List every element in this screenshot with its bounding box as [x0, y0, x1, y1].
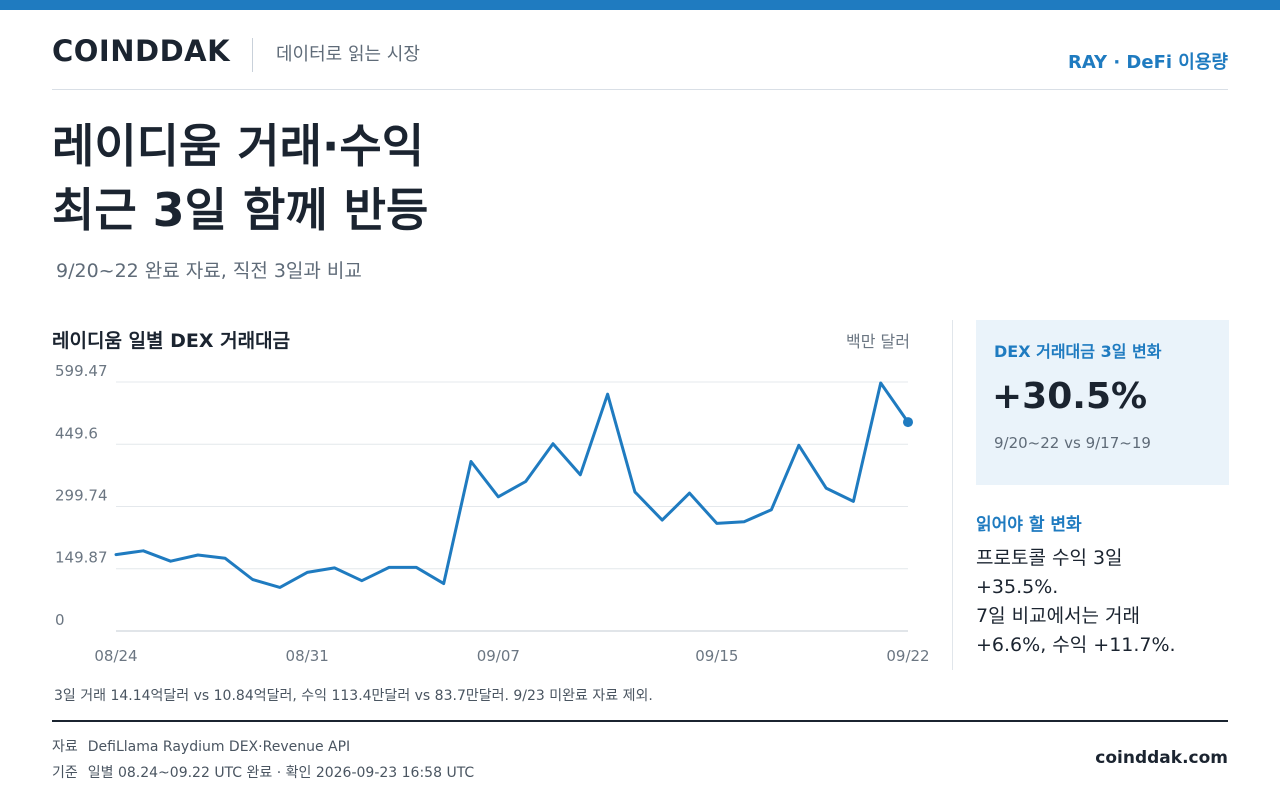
change-text: 프로토콜 수익 3일 +35.5%. 7일 비교에서는 거래 +6.6%, 수익… — [976, 544, 1176, 660]
x-tick-label: 08/24 — [94, 647, 137, 665]
kpi-value: +30.5% — [992, 376, 1148, 417]
change-line: +35.5%. — [976, 576, 1059, 598]
header-rule — [52, 89, 1228, 90]
subhead: 9/20~22 완료 자료, 직전 3일과 비교 — [56, 260, 362, 282]
x-tick-label: 09/15 — [695, 647, 738, 665]
y-tick-label: 299.74 — [55, 486, 108, 504]
kpi-card: DEX 거래대금 3일 변화 +30.5% 9/20~22 vs 9/17~19 — [976, 320, 1229, 485]
x-tick-label: 09/22 — [886, 647, 929, 665]
chart-footnote: 3일 거래 14.14억달러 vs 10.84억달러, 수익 113.4만달러 … — [54, 688, 653, 704]
site-link[interactable]: coinddak.com — [1095, 748, 1228, 768]
source-line: 자료 DefiLlama Raydium DEX·Revenue API — [52, 736, 350, 756]
source-value: DefiLlama Raydium DEX·Revenue API — [87, 739, 351, 755]
volume-line-chart: 599.47 449.6 299.74 149.87 0 08/24 08/31 09/07 0… — [55, 362, 930, 665]
brand-logo[interactable]: COINDDAK — [52, 34, 231, 68]
basis-line: 기준 일별 08.24~09.22 UTC 완료 · 확인 2026-09-23 … — [52, 762, 474, 782]
series-line — [114, 381, 910, 589]
y-tick-label: 599.47 — [55, 362, 108, 380]
change-line: 프로토콜 수익 3일 — [976, 547, 1123, 569]
x-tick-label: 08/31 — [286, 647, 329, 665]
x-tick-label: 09/07 — [477, 647, 520, 665]
kpi-period: 9/20~22 vs 9/17~19 — [994, 434, 1151, 452]
kpi-label: DEX 거래대금 3일 변화 — [994, 342, 1162, 361]
top-accent-bar — [0, 0, 1280, 10]
y-tick-label: 149.87 — [55, 549, 108, 567]
panel-divider — [952, 320, 953, 670]
last-point-marker — [903, 417, 913, 428]
brand-divider — [252, 38, 253, 72]
y-tick-label: 449.6 — [55, 424, 98, 442]
headline-line-1: 레이디움 거래·수익 — [52, 119, 425, 173]
basis-key: 기준 — [52, 765, 78, 781]
source-key: 자료 — [52, 739, 78, 755]
y-tick-label: 0 — [55, 611, 65, 629]
brand-tagline: 데이터로 읽는 시장 — [276, 44, 420, 65]
headline-line-2: 최근 3일 함께 반등 — [52, 183, 429, 237]
basis-value: 일별 08.24~09.22 UTC 완료 · 확인 2026-09-23 16… — [87, 765, 475, 781]
change-line: 7일 비교에서는 거래 — [976, 605, 1141, 627]
change-line: +6.6%, 수익 +11.7%. — [976, 634, 1176, 656]
topic-label[interactable]: RAY · DeFi 이용량 — [1067, 52, 1228, 73]
footer-rule — [52, 720, 1228, 722]
change-label: 읽어야 할 변화 — [976, 515, 1082, 535]
headline: 레이디움 거래·수익 최근 3일 함께 반등 — [52, 114, 428, 242]
chart-title: 레이디움 일별 DEX 거래대금 — [52, 330, 291, 352]
chart-unit: 백만 달러 — [846, 332, 910, 351]
